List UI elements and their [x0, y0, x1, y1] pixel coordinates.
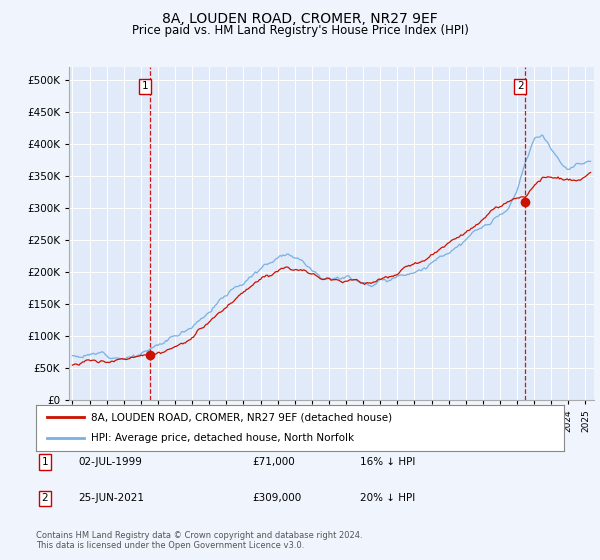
Text: 1: 1 [142, 81, 148, 91]
Text: Contains HM Land Registry data © Crown copyright and database right 2024.
This d: Contains HM Land Registry data © Crown c… [36, 530, 362, 550]
Text: 02-JUL-1999: 02-JUL-1999 [78, 457, 142, 467]
Text: 8A, LOUDEN ROAD, CROMER, NR27 9EF: 8A, LOUDEN ROAD, CROMER, NR27 9EF [162, 12, 438, 26]
Text: HPI: Average price, detached house, North Norfolk: HPI: Average price, detached house, Nort… [91, 433, 355, 444]
Text: £71,000: £71,000 [252, 457, 295, 467]
Text: 20% ↓ HPI: 20% ↓ HPI [360, 493, 415, 503]
Text: 1: 1 [41, 457, 49, 467]
Text: 16% ↓ HPI: 16% ↓ HPI [360, 457, 415, 467]
Text: 2: 2 [517, 81, 524, 91]
Text: £309,000: £309,000 [252, 493, 301, 503]
Text: 8A, LOUDEN ROAD, CROMER, NR27 9EF (detached house): 8A, LOUDEN ROAD, CROMER, NR27 9EF (detac… [91, 412, 392, 422]
Text: Price paid vs. HM Land Registry's House Price Index (HPI): Price paid vs. HM Land Registry's House … [131, 24, 469, 36]
Text: 25-JUN-2021: 25-JUN-2021 [78, 493, 144, 503]
Text: 2: 2 [41, 493, 49, 503]
